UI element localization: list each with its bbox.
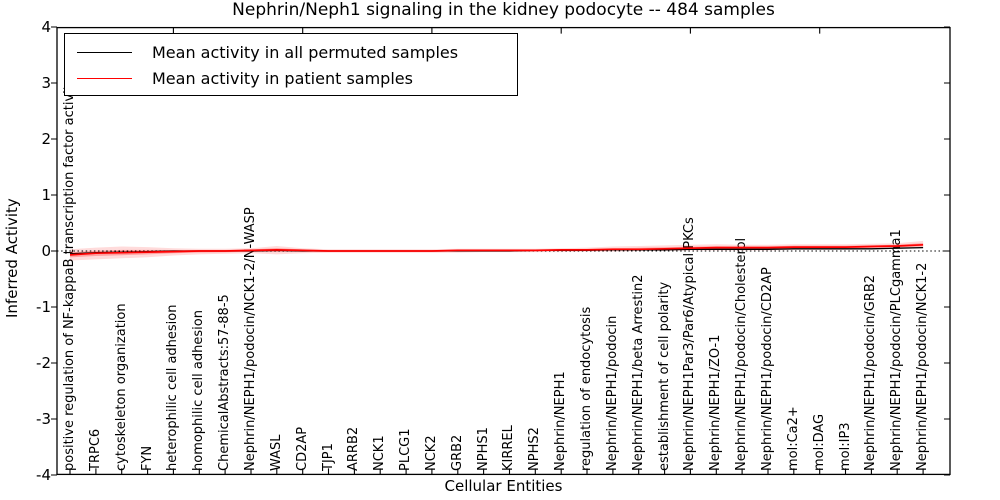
legend: Mean activity in all permuted samples Mea… <box>64 33 518 96</box>
legend-item: Mean activity in patient samples <box>65 65 517 91</box>
patient-mean-line <box>69 243 924 256</box>
y-tick-label: 3 <box>41 74 51 92</box>
y-tick-label: 2 <box>41 130 51 148</box>
y-tick-label: 0 <box>41 242 51 260</box>
legend-line-sample <box>77 51 132 53</box>
chart-title: Nephrin/Neph1 signaling in the kidney po… <box>232 0 775 20</box>
chart-svg <box>51 26 951 476</box>
y-tick-label: 4 <box>41 18 51 36</box>
y-tick-label: -2 <box>36 354 51 372</box>
legend-item-label: Mean activity in all permuted samples <box>152 42 459 62</box>
axis-ticks <box>51 26 950 476</box>
y-tick-label: -4 <box>36 466 51 484</box>
y-tick-label: 1 <box>41 186 51 204</box>
legend-item: Mean activity in all permuted samples <box>65 39 517 65</box>
plot-frame <box>56 26 951 476</box>
y-tick-label: -1 <box>36 298 51 316</box>
legend-line-sample <box>77 77 132 79</box>
y-tick-label: -3 <box>36 410 51 428</box>
legend-item-label: Mean activity in patient samples <box>152 68 413 88</box>
x-axis-label: Cellular Entities <box>444 477 563 495</box>
